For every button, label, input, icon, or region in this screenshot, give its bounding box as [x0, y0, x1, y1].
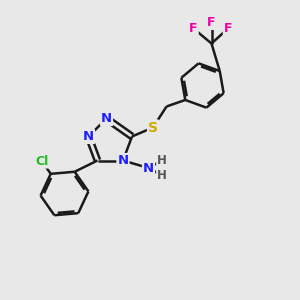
Text: F: F: [207, 16, 216, 29]
Text: N: N: [83, 130, 94, 143]
Text: F: F: [224, 22, 232, 35]
Text: N: N: [101, 112, 112, 125]
Text: N: N: [143, 161, 154, 175]
Text: Cl: Cl: [35, 154, 48, 168]
Text: H: H: [157, 154, 167, 167]
Text: S: S: [148, 121, 158, 134]
Text: N: N: [117, 154, 129, 167]
Text: H: H: [157, 169, 167, 182]
Text: F: F: [189, 22, 198, 35]
